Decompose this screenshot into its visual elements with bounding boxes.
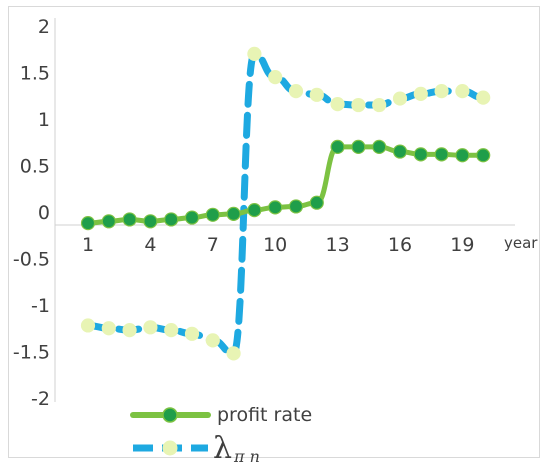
lambda-point [351,97,366,113]
y-tick-label: 1 [38,109,50,131]
x-tick-label: 13 [326,234,350,256]
lambda-point [455,83,470,99]
legend-marker-profit-rate [162,407,178,423]
y-tick-label: 2 [38,16,50,38]
lambda-point [372,97,387,113]
legend-item-lambda: λ π n [133,431,260,466]
legend-marker-lambda [162,440,178,456]
profit-rate-point [122,212,137,227]
lambda-point [122,323,137,338]
profit-rate-point [80,216,96,231]
lambda-point [226,346,241,361]
lambda-point [434,83,449,99]
lambda-point [268,70,283,85]
legend-label-lambda: λ [213,431,232,466]
profit-rate-point [268,200,283,215]
lambda-point [330,97,345,112]
legend-label-lambda-subscript: π n [233,447,260,466]
profit-rate-point [247,203,262,218]
profit-rate-point [309,195,324,210]
profit-rate-point [413,147,428,162]
y-tick-label: -1 [31,295,50,317]
profit-rate-point [351,139,366,154]
lambda-point [205,333,220,348]
chart-frame [8,6,540,458]
x-tick-label: 4 [144,234,156,256]
lambda-point [413,86,428,101]
profit-rate-point [476,148,491,163]
profit-rate-point [164,212,179,227]
y-tick-label: 0 [38,202,50,224]
y-axis-tick-labels: 2 1.5 1 0.5 0 -0.5 -1 -1.5 -2 [13,16,50,410]
lambda-point [309,87,324,102]
lambda-point [164,323,179,338]
profit-rate-point [184,210,200,225]
legend: profit rate λ π n [130,404,312,466]
profit-rate-point [288,199,304,214]
series-layer [80,46,491,361]
profit-rate-point [226,206,241,221]
lambda-point [184,326,200,341]
profit-rate-point [434,147,449,162]
y-tick-label: -1.5 [13,342,50,364]
legend-item-profit-rate: profit rate [130,404,312,426]
y-tick-label: 1.5 [20,63,50,85]
lambda-point [392,91,408,106]
lambda-point [101,321,116,336]
profit-rate-point [330,139,345,154]
profit-rate-point [455,148,470,163]
profit-rate-point [143,214,158,229]
lambda-point [247,46,262,62]
profit-rate-point [372,139,387,154]
y-tick-label: -0.5 [13,249,50,271]
x-tick-label: 7 [207,234,219,256]
y-tick-label: -2 [31,388,50,410]
profit-rate-point [101,214,116,229]
profit-rate-point [205,207,220,222]
lambda-point [80,318,96,333]
legend-label-profit-rate: profit rate [217,404,312,426]
x-axis-label: year [504,234,538,252]
lambda-point [143,320,158,335]
x-tick-label: 10 [263,234,287,256]
x-tick-label: 1 [82,234,94,256]
y-tick-label: 0.5 [20,156,50,178]
x-axis-tick-labels: 1 4 7 10 13 16 19 [82,234,475,256]
lambda-point [288,83,304,99]
x-tick-label: 19 [450,234,474,256]
x-tick-label: 16 [388,234,412,256]
lambda-point [476,90,491,105]
profit-rate-point [392,144,408,159]
